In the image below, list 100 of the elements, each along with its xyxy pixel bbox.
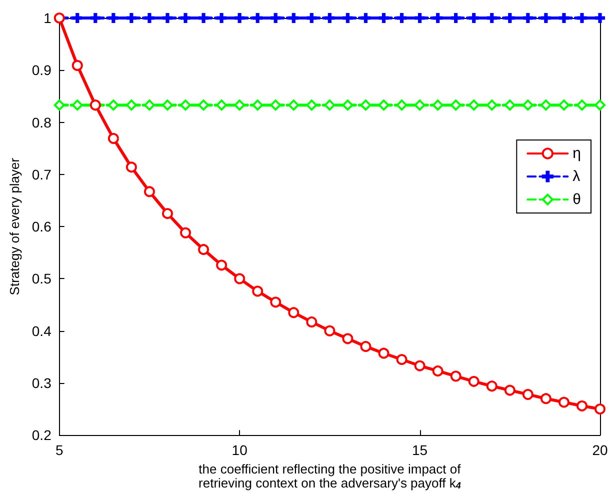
y-tick-label: 0.8: [32, 114, 52, 130]
point: [198, 13, 209, 23]
y-tick-label: 0.6: [32, 218, 52, 235]
point: [396, 354, 408, 365]
point: [108, 132, 119, 144]
legend-label: η: [572, 145, 581, 162]
point: [450, 13, 461, 23]
point: [414, 100, 426, 111]
point: [558, 396, 570, 408]
point: [576, 400, 588, 412]
point: [306, 316, 318, 328]
point: [72, 60, 83, 71]
point: [72, 13, 82, 23]
point: [432, 100, 444, 111]
point: [396, 13, 407, 23]
point: [162, 13, 172, 23]
x-tick-label: 5: [55, 442, 64, 458]
point: [216, 260, 228, 271]
point: [594, 100, 606, 111]
y-tick-label: 1: [44, 10, 52, 26]
y-axis-title: Strategy of every player: [7, 157, 22, 296]
point: [180, 13, 191, 23]
point: [594, 404, 606, 415]
y-tick-label: 0.3: [32, 374, 52, 391]
point: [450, 100, 462, 111]
point: [306, 13, 317, 23]
point: [270, 296, 282, 308]
point: [414, 360, 426, 372]
point: [180, 100, 192, 111]
point: [126, 162, 137, 173]
point: [234, 100, 246, 111]
point: [504, 384, 516, 396]
x-tick-label: 10: [232, 442, 248, 458]
point: [144, 13, 154, 23]
point: [90, 13, 100, 23]
point: [198, 100, 210, 111]
y-tick-label: 0.5: [32, 270, 52, 287]
y-tick-label: 0.7: [32, 166, 52, 182]
point: [522, 388, 534, 400]
point: [198, 244, 210, 255]
point: [504, 100, 516, 111]
point: [234, 13, 245, 23]
point: [270, 13, 281, 23]
point: [378, 348, 390, 359]
point: [324, 325, 336, 336]
point: [108, 13, 118, 23]
point: [144, 100, 155, 111]
y-tick-label: 0.4: [32, 322, 52, 339]
point: [432, 13, 443, 23]
point: [252, 100, 264, 111]
point: [414, 13, 425, 23]
point: [360, 340, 372, 352]
point: [126, 13, 136, 23]
point: [522, 13, 533, 23]
point: [216, 13, 227, 23]
point: [270, 100, 282, 111]
point: [378, 100, 390, 111]
point: [450, 370, 462, 382]
point: [486, 100, 498, 111]
legend-label: λ: [572, 168, 581, 185]
point: [468, 13, 479, 23]
point: [216, 100, 228, 111]
point: [486, 13, 497, 23]
point: [522, 100, 534, 111]
point: [324, 13, 335, 23]
point: [72, 100, 83, 111]
point: [486, 380, 498, 392]
y-tick-label: 0.9: [32, 62, 52, 78]
point: [288, 13, 299, 23]
point: [342, 13, 353, 23]
point: [342, 333, 354, 344]
point: [360, 13, 371, 23]
x-tick-label: 20: [592, 442, 608, 458]
point: [558, 100, 570, 111]
point: [576, 13, 587, 23]
point: [342, 100, 354, 111]
point: [324, 100, 336, 111]
point: [144, 186, 155, 198]
x-axis-title: the coefficient reflecting the positive impact of retrieving context on the adversary's payoff k4: [198, 462, 462, 490]
point: [378, 13, 389, 23]
point: [234, 273, 246, 284]
point: [108, 100, 119, 111]
point: [288, 100, 300, 111]
point: [162, 208, 173, 220]
point: [468, 100, 480, 111]
point: [540, 13, 551, 23]
point: [162, 100, 173, 111]
point: [576, 100, 588, 111]
point: [180, 227, 192, 238]
point: [432, 365, 444, 376]
point: [540, 393, 552, 404]
legend-label: θ: [572, 191, 581, 208]
point: [252, 286, 264, 297]
point: [288, 307, 300, 318]
point: [396, 100, 408, 111]
point: [468, 376, 480, 387]
point: [558, 13, 569, 23]
point: [54, 100, 65, 111]
x-tick-label: 15: [412, 442, 428, 458]
point: [306, 100, 318, 111]
